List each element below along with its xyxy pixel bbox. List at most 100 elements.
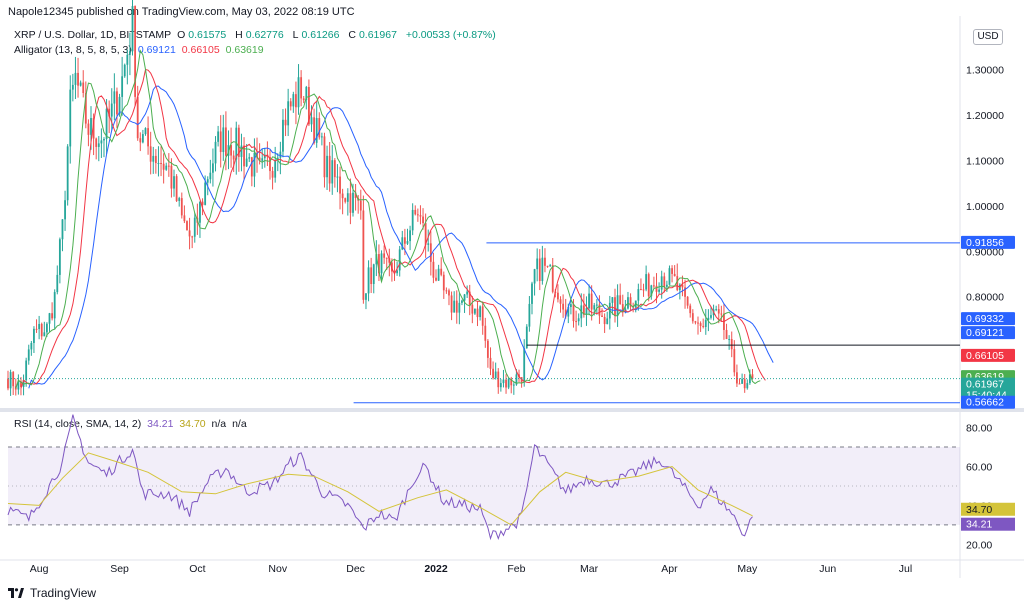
price-labels: 0.918560.693320.691210.661050.636190.619…	[961, 235, 1015, 409]
candle	[77, 57, 79, 98]
teeth-value: 0.66105	[181, 44, 220, 56]
candle-body	[588, 293, 590, 309]
currency-button[interactable]: USD	[973, 29, 1003, 45]
candle	[193, 212, 196, 243]
candle	[147, 116, 149, 155]
candle	[458, 293, 461, 325]
candle	[222, 114, 225, 161]
candle-body	[702, 325, 705, 327]
candle-body	[33, 328, 35, 344]
candle	[344, 197, 347, 204]
candle	[585, 296, 588, 326]
candle	[608, 295, 611, 330]
candle	[245, 144, 248, 168]
candle-body	[652, 285, 655, 287]
candle-body	[375, 254, 378, 265]
candle-body	[575, 321, 577, 323]
candle	[333, 158, 336, 188]
candle-body	[416, 214, 419, 216]
time-tick-label: May	[737, 563, 758, 575]
ohlc-close: C 0.61967	[348, 29, 400, 41]
candle	[505, 374, 507, 394]
candle	[569, 299, 572, 315]
time-tick-label: Jun	[819, 563, 836, 575]
candle-body	[362, 210, 365, 300]
time-tick-label: Aug	[30, 563, 49, 575]
candle-body	[261, 158, 264, 161]
candle-body	[66, 146, 69, 201]
candle	[419, 205, 422, 225]
candle	[710, 306, 712, 320]
candle	[95, 137, 98, 160]
candle	[738, 378, 741, 385]
candle-body	[188, 230, 191, 237]
open-value: 0.61575	[188, 29, 227, 41]
candle-body	[567, 307, 570, 317]
rsi-label[interactable]: RSI (14, close, SMA, 14, 2)	[14, 418, 142, 430]
candle-body	[271, 171, 274, 178]
candle	[450, 291, 453, 321]
candle-body	[647, 274, 650, 297]
candle	[263, 147, 266, 168]
candle-body	[178, 198, 181, 201]
candle	[346, 188, 349, 216]
candle	[214, 136, 217, 172]
candle	[642, 283, 645, 297]
candle-body	[20, 381, 22, 387]
candle	[380, 250, 383, 282]
time-tick-label: 2022	[424, 563, 448, 575]
candle	[507, 377, 510, 390]
candle-body	[699, 323, 702, 326]
candle	[188, 217, 191, 250]
alligator-label[interactable]: Alligator (13, 8, 5, 8, 5, 3)	[14, 44, 132, 56]
candle-body	[354, 192, 357, 199]
candle	[474, 308, 476, 315]
rsi-na-2: n/a	[232, 418, 247, 430]
candle-body	[323, 136, 326, 178]
candle-body	[507, 378, 510, 388]
candle-body	[536, 258, 539, 270]
candle	[212, 148, 214, 187]
close-label: C	[348, 29, 356, 41]
candle	[173, 169, 175, 197]
candle-body	[191, 236, 194, 238]
candle	[51, 302, 54, 321]
candle-body	[461, 300, 463, 303]
candle	[328, 142, 331, 192]
candle-body	[629, 297, 632, 307]
candle	[704, 309, 707, 335]
candle	[64, 190, 66, 231]
candle-body	[147, 128, 149, 147]
candle	[69, 75, 72, 164]
candle-body	[494, 371, 497, 378]
candle-body	[569, 304, 572, 308]
candle-body	[157, 162, 160, 164]
candle-body	[243, 145, 245, 167]
rsi-tick-label: 60.00	[966, 462, 992, 474]
candle-body	[305, 86, 308, 101]
candle-body	[746, 383, 749, 389]
candle	[349, 178, 352, 225]
candle-body	[531, 283, 533, 304]
candle-body	[245, 158, 248, 167]
candle-body	[313, 117, 316, 143]
candle-body	[710, 315, 712, 318]
candle-body	[471, 304, 474, 314]
candle-body	[422, 216, 424, 224]
candle	[531, 281, 533, 315]
candle	[541, 245, 544, 285]
time-tick-label: Oct	[189, 563, 205, 575]
candle	[243, 137, 245, 181]
candle-body	[113, 91, 116, 104]
candle-body	[53, 292, 56, 319]
price-label-bg	[961, 326, 1015, 340]
candle	[616, 284, 619, 327]
candle	[87, 119, 90, 147]
candle-body	[108, 108, 111, 117]
candle	[559, 296, 562, 313]
candle-body	[131, 6, 134, 52]
candle	[736, 364, 738, 387]
publisher-line: Napole12345 published on TradingView.com…	[8, 6, 355, 18]
candle-body	[227, 145, 230, 156]
